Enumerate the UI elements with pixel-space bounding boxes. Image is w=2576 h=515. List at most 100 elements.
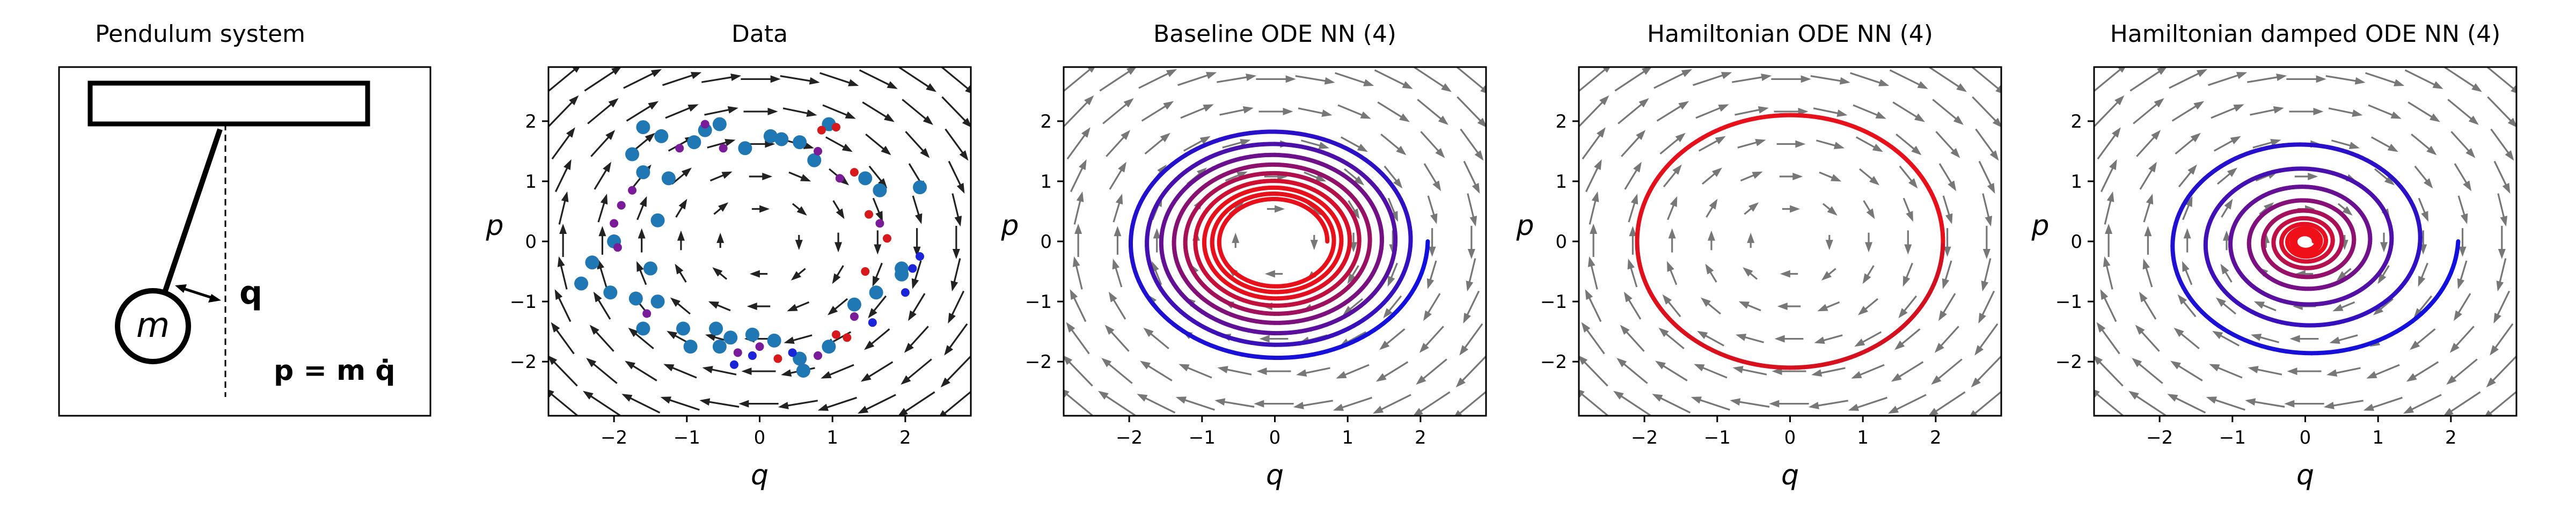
field-arrowhead: [2500, 216, 2508, 227]
field-arrowhead: [1732, 366, 1744, 373]
field-arrowhead: [738, 400, 749, 408]
field-arrowhead: [1259, 335, 1270, 343]
field-arrowhead: [1232, 232, 1240, 243]
field-arrowhead: [639, 196, 647, 207]
field-arrowhead: [2206, 396, 2217, 404]
y-tick-label: −1: [1025, 291, 1052, 313]
field-arrowhead: [1360, 111, 1371, 119]
field-arrowhead: [569, 95, 579, 106]
field-arrowhead: [572, 67, 580, 73]
field-arrowhead: [1662, 294, 1672, 305]
data-point: [712, 340, 727, 354]
field-arrowhead: [914, 213, 923, 224]
field-arrowhead: [648, 101, 659, 110]
field-arrowhead: [1351, 208, 1360, 219]
field-arrowhead: [1240, 138, 1251, 146]
field-arrowhead: [2342, 206, 2353, 216]
chart-title: Data: [731, 20, 788, 48]
field-arrowhead: [1474, 150, 1484, 161]
field-arrowhead: [2498, 249, 2506, 260]
field-arrowhead: [1579, 355, 1588, 365]
field-arrowhead: [1970, 410, 1978, 416]
field-arrowhead: [1672, 164, 1682, 175]
field-arrowhead: [1264, 270, 1275, 278]
field-arrowhead: [898, 408, 908, 416]
field-arrowhead: [583, 391, 594, 400]
scatter-series-2: [773, 123, 891, 363]
field-arrowhead: [2170, 360, 2182, 370]
data-point: [865, 210, 874, 219]
x-tick-label: 1: [1342, 427, 1353, 448]
field-arrowhead: [2103, 256, 2111, 267]
field-arrowhead: [1894, 340, 1905, 350]
chart-panel-0: −2 −1 0 1 2 −2 −1 0 1 2 Data q p: [485, 20, 972, 491]
field-arrowhead: [1072, 256, 1080, 267]
x-tick-label: 2: [2445, 427, 2457, 448]
field-arrowhead: [1678, 101, 1689, 110]
field-arrowhead: [1275, 205, 1285, 213]
field-arrowhead: [887, 81, 898, 89]
field-arrowhead: [1081, 127, 1091, 138]
data-point: [625, 147, 640, 161]
field-arrowhead: [1811, 369, 1823, 377]
field-arrowhead: [1428, 246, 1436, 257]
field-arrowhead: [2406, 373, 2417, 382]
field-arrowhead: [1795, 140, 1806, 148]
field-arrowhead: [2273, 106, 2284, 114]
field-arrowhead: [724, 138, 736, 146]
field-arrowhead: [2348, 142, 2360, 149]
field-arrowhead: [1143, 327, 1154, 337]
y-axis-label: p: [1000, 210, 1019, 242]
field-arrowhead: [1872, 143, 1883, 152]
field-arrowhead: [638, 228, 646, 239]
y-tick-label: 1: [1040, 171, 1052, 193]
field-arrowhead: [2490, 345, 2499, 356]
field-arrowhead: [1472, 182, 1480, 194]
field-arrowhead: [1995, 85, 2001, 93]
field-arrowhead: [952, 249, 960, 260]
vector-field: [2094, 67, 2516, 416]
field-arrowhead: [667, 330, 678, 340]
field-arrowhead: [2248, 366, 2259, 373]
field-arrowhead: [2109, 159, 2117, 171]
field-arrowhead: [1585, 289, 1593, 300]
data-point: [617, 201, 626, 210]
field-arrowhead: [2222, 230, 2230, 241]
axes-frame: [2093, 66, 2518, 417]
field-arrowhead: [1175, 396, 1187, 404]
field-arrowhead: [1357, 143, 1368, 152]
field-arrowhead: [1675, 133, 1686, 143]
data-point: [642, 309, 652, 318]
field-arrowhead: [913, 246, 921, 257]
field-arrowhead: [1438, 115, 1448, 125]
field-arrowhead: [605, 130, 616, 141]
data-point: [895, 261, 909, 276]
field-arrowhead: [1681, 69, 1693, 77]
field-arrowhead: [749, 270, 760, 278]
field-arrowhead: [2132, 358, 2142, 367]
field-arrowhead: [2148, 161, 2157, 173]
field-arrowhead: [1931, 375, 1942, 385]
data-point: [814, 146, 823, 156]
field-arrowhead: [2224, 198, 2233, 210]
scatter-series-1: [610, 120, 884, 360]
field-arrowhead: [1670, 196, 1678, 207]
field-arrowhead: [645, 133, 655, 143]
field-arrowhead: [1413, 408, 1423, 416]
field-arrowhead: [1887, 406, 1899, 414]
x-tick-label: 1: [2372, 427, 2384, 448]
y-tick-label: 1: [2070, 171, 2082, 193]
field-arrowhead: [1992, 117, 2001, 128]
field-arrowhead: [1908, 178, 1918, 189]
field-arrowhead: [795, 240, 803, 251]
mass-label: m: [136, 306, 170, 345]
field-arrowhead: [2230, 136, 2241, 144]
field-arrowhead: [2496, 281, 2504, 292]
field-arrowhead: [1599, 95, 1609, 106]
field-arrowhead: [2410, 340, 2420, 350]
chart-panel-1: −2 −1 0 1 2 −2 −1 0 1 2 Baseline ODE NN (4) q p: [1000, 20, 1487, 491]
plot-area: [1064, 67, 1486, 416]
pendulum-frame: [58, 66, 431, 417]
data-point: [643, 261, 657, 276]
data-point: [654, 129, 669, 143]
